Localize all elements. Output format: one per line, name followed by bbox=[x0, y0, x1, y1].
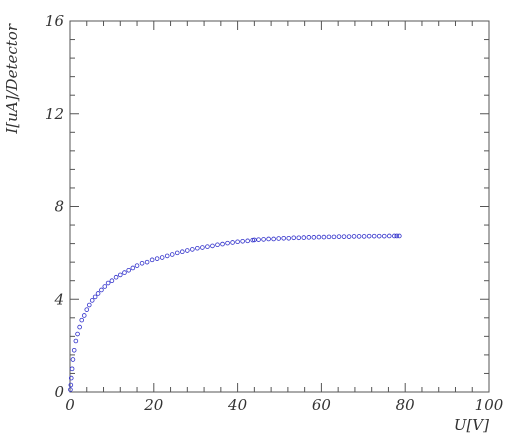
x-tick-label: 80 bbox=[396, 396, 416, 414]
data-point bbox=[75, 331, 80, 337]
data-point bbox=[89, 298, 95, 303]
data-point bbox=[70, 357, 76, 362]
x-tick-labels: 0 20 40 60 80 100 bbox=[65, 396, 504, 414]
data-point bbox=[84, 307, 90, 312]
data-point bbox=[261, 237, 266, 242]
data-point bbox=[256, 237, 261, 242]
data-point bbox=[117, 272, 123, 278]
data-point bbox=[296, 235, 302, 241]
data-point bbox=[230, 240, 235, 245]
data-point bbox=[321, 234, 327, 240]
data-point bbox=[250, 237, 255, 243]
tick-marks bbox=[69, 20, 490, 393]
data-point bbox=[225, 240, 230, 246]
data-point bbox=[77, 324, 82, 330]
data-point bbox=[331, 234, 337, 240]
data-point bbox=[286, 235, 292, 241]
data-point bbox=[149, 257, 155, 263]
y-tick-label: 0 bbox=[54, 383, 64, 401]
data-point bbox=[174, 250, 180, 256]
data-points bbox=[68, 233, 402, 392]
data-point bbox=[169, 252, 175, 257]
data-point bbox=[105, 280, 111, 286]
data-point bbox=[92, 294, 98, 300]
data-point bbox=[86, 302, 92, 308]
data-point bbox=[68, 375, 74, 381]
data-point bbox=[394, 233, 400, 239]
x-tick-label: 20 bbox=[143, 396, 164, 414]
data-point bbox=[346, 234, 352, 239]
plot-frame bbox=[69, 20, 490, 393]
data-point bbox=[71, 347, 77, 353]
data-point bbox=[276, 236, 281, 241]
data-point bbox=[109, 278, 115, 284]
data-point bbox=[266, 236, 271, 242]
data-point bbox=[69, 366, 75, 372]
data-point bbox=[179, 249, 185, 255]
data-point bbox=[301, 235, 307, 240]
data-point bbox=[220, 241, 225, 247]
data-point bbox=[326, 234, 332, 240]
data-point bbox=[122, 270, 127, 275]
data-point bbox=[245, 238, 250, 244]
data-point bbox=[281, 235, 286, 241]
x-axis-label: U[V] bbox=[454, 416, 489, 434]
data-point bbox=[366, 233, 372, 239]
data-point bbox=[200, 245, 205, 250]
data-point bbox=[113, 274, 119, 280]
data-point bbox=[291, 235, 297, 241]
data-point bbox=[205, 244, 210, 249]
data-point bbox=[144, 259, 150, 265]
x-tick-label: 40 bbox=[227, 396, 248, 414]
y-tick-label: 16 bbox=[45, 12, 65, 30]
data-point bbox=[235, 239, 240, 245]
data-point bbox=[316, 234, 322, 240]
data-point bbox=[392, 233, 397, 239]
data-point bbox=[164, 253, 170, 259]
data-point bbox=[210, 243, 215, 249]
y-tick-label: 12 bbox=[45, 105, 64, 123]
y-tick-label: 4 bbox=[53, 290, 64, 308]
data-point bbox=[381, 233, 387, 239]
data-point bbox=[336, 234, 342, 239]
data-point bbox=[81, 313, 87, 318]
data-point bbox=[397, 233, 402, 239]
data-point bbox=[154, 256, 160, 261]
data-point bbox=[79, 317, 85, 323]
data-point bbox=[371, 233, 377, 239]
data-point bbox=[68, 387, 73, 392]
y-tick-labels: 0 4 8 12 16 bbox=[45, 12, 65, 401]
data-point bbox=[99, 287, 104, 293]
data-point bbox=[195, 245, 200, 251]
data-point bbox=[185, 248, 190, 253]
y-axis-label: I[uA]/Detector bbox=[3, 23, 21, 134]
y-tick-label: 8 bbox=[54, 198, 64, 216]
data-point bbox=[252, 237, 257, 243]
data-point bbox=[126, 267, 131, 273]
data-point bbox=[240, 238, 245, 244]
data-point bbox=[95, 291, 101, 296]
data-point bbox=[311, 235, 317, 240]
data-point bbox=[306, 235, 312, 240]
data-point bbox=[376, 233, 382, 239]
data-point bbox=[386, 233, 392, 239]
x-tick-label: 100 bbox=[475, 396, 504, 414]
x-tick-label: 60 bbox=[312, 396, 332, 414]
data-point bbox=[271, 236, 276, 242]
data-point bbox=[73, 338, 79, 344]
data-point bbox=[139, 261, 145, 266]
data-point bbox=[68, 382, 74, 388]
data-point bbox=[215, 242, 220, 248]
data-point bbox=[102, 284, 108, 289]
data-point bbox=[351, 234, 357, 239]
data-point bbox=[341, 234, 347, 239]
data-point bbox=[130, 265, 136, 271]
data-point bbox=[190, 247, 195, 252]
data-point bbox=[356, 234, 362, 239]
data-point bbox=[361, 234, 367, 239]
x-tick-label: 0 bbox=[65, 396, 75, 414]
data-point bbox=[159, 255, 165, 260]
data-point bbox=[134, 263, 140, 268]
